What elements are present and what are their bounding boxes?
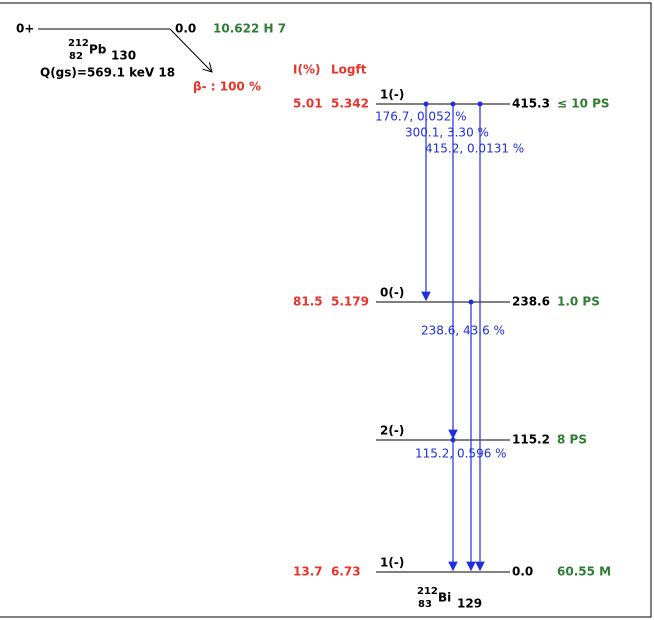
daughter-z: 83 [418,599,432,610]
beta-intensity: 13.7 [293,565,323,579]
beta-arrow [169,28,212,72]
parent-spin: 0+ [16,22,34,36]
logft: 5.179 [331,295,369,309]
q-value: Q(gs)=569.1 keV 18 [40,66,175,80]
gamma-label: 115.2, 0.596 % [415,447,507,461]
gamma-label: 300.1, 3.30 % [405,126,489,140]
gamma-origin [450,101,456,107]
level-spin: 2(-) [380,424,404,438]
gamma-origin [468,299,474,305]
gamma-origin [423,101,429,107]
level-energy: 238.6 [512,295,550,309]
level-spin: 1(-) [380,88,404,102]
level-energy: 115.2 [512,433,550,447]
level-spin: 1(-) [380,556,404,570]
beta-intensity: 5.01 [293,97,323,111]
parent-halflife: 10.622 H 7 [213,22,286,36]
daughter-n: 129 [457,597,482,611]
daughter-mass: 212 [417,586,438,597]
level-spin: 0(-) [380,286,404,300]
level-halflife: ≤ 10 PS [557,97,610,111]
gamma-label: 415.2, 0.0131 % [425,142,524,156]
level-halflife: 8 PS [557,433,587,447]
decay-mode: β- : 100 % [193,80,261,94]
gamma-origin [477,101,483,107]
level-energy: 0.0 [512,565,533,579]
beta-intensity: 81.5 [293,295,323,309]
logft: 5.342 [331,97,369,111]
gamma-origin [450,437,456,443]
parent-energy: 0.0 [175,22,196,36]
gamma-label: 238.6, 43.6 % [421,324,505,338]
level-energy: 415.3 [512,97,550,111]
daughter-symbol: Bi [438,591,451,605]
parent-symbol: Pb [89,43,107,57]
logft-header: Logft [331,63,367,77]
parent-n: 130 [111,49,136,63]
level-halflife: 60.55 M [557,565,611,579]
parent-z: 82 [69,51,83,62]
intensity-header: I(%) [293,63,320,77]
level-halflife: 1.0 PS [557,295,600,309]
parent-mass: 212 [68,38,89,49]
gamma-label: 176.7, 0.052 % [375,110,467,124]
logft: 6.73 [331,565,361,579]
levels: 1(-) 415.3 ≤ 10 PS 5.01 5.342 0(-) 238.6 1.0 PS… [293,88,611,579]
